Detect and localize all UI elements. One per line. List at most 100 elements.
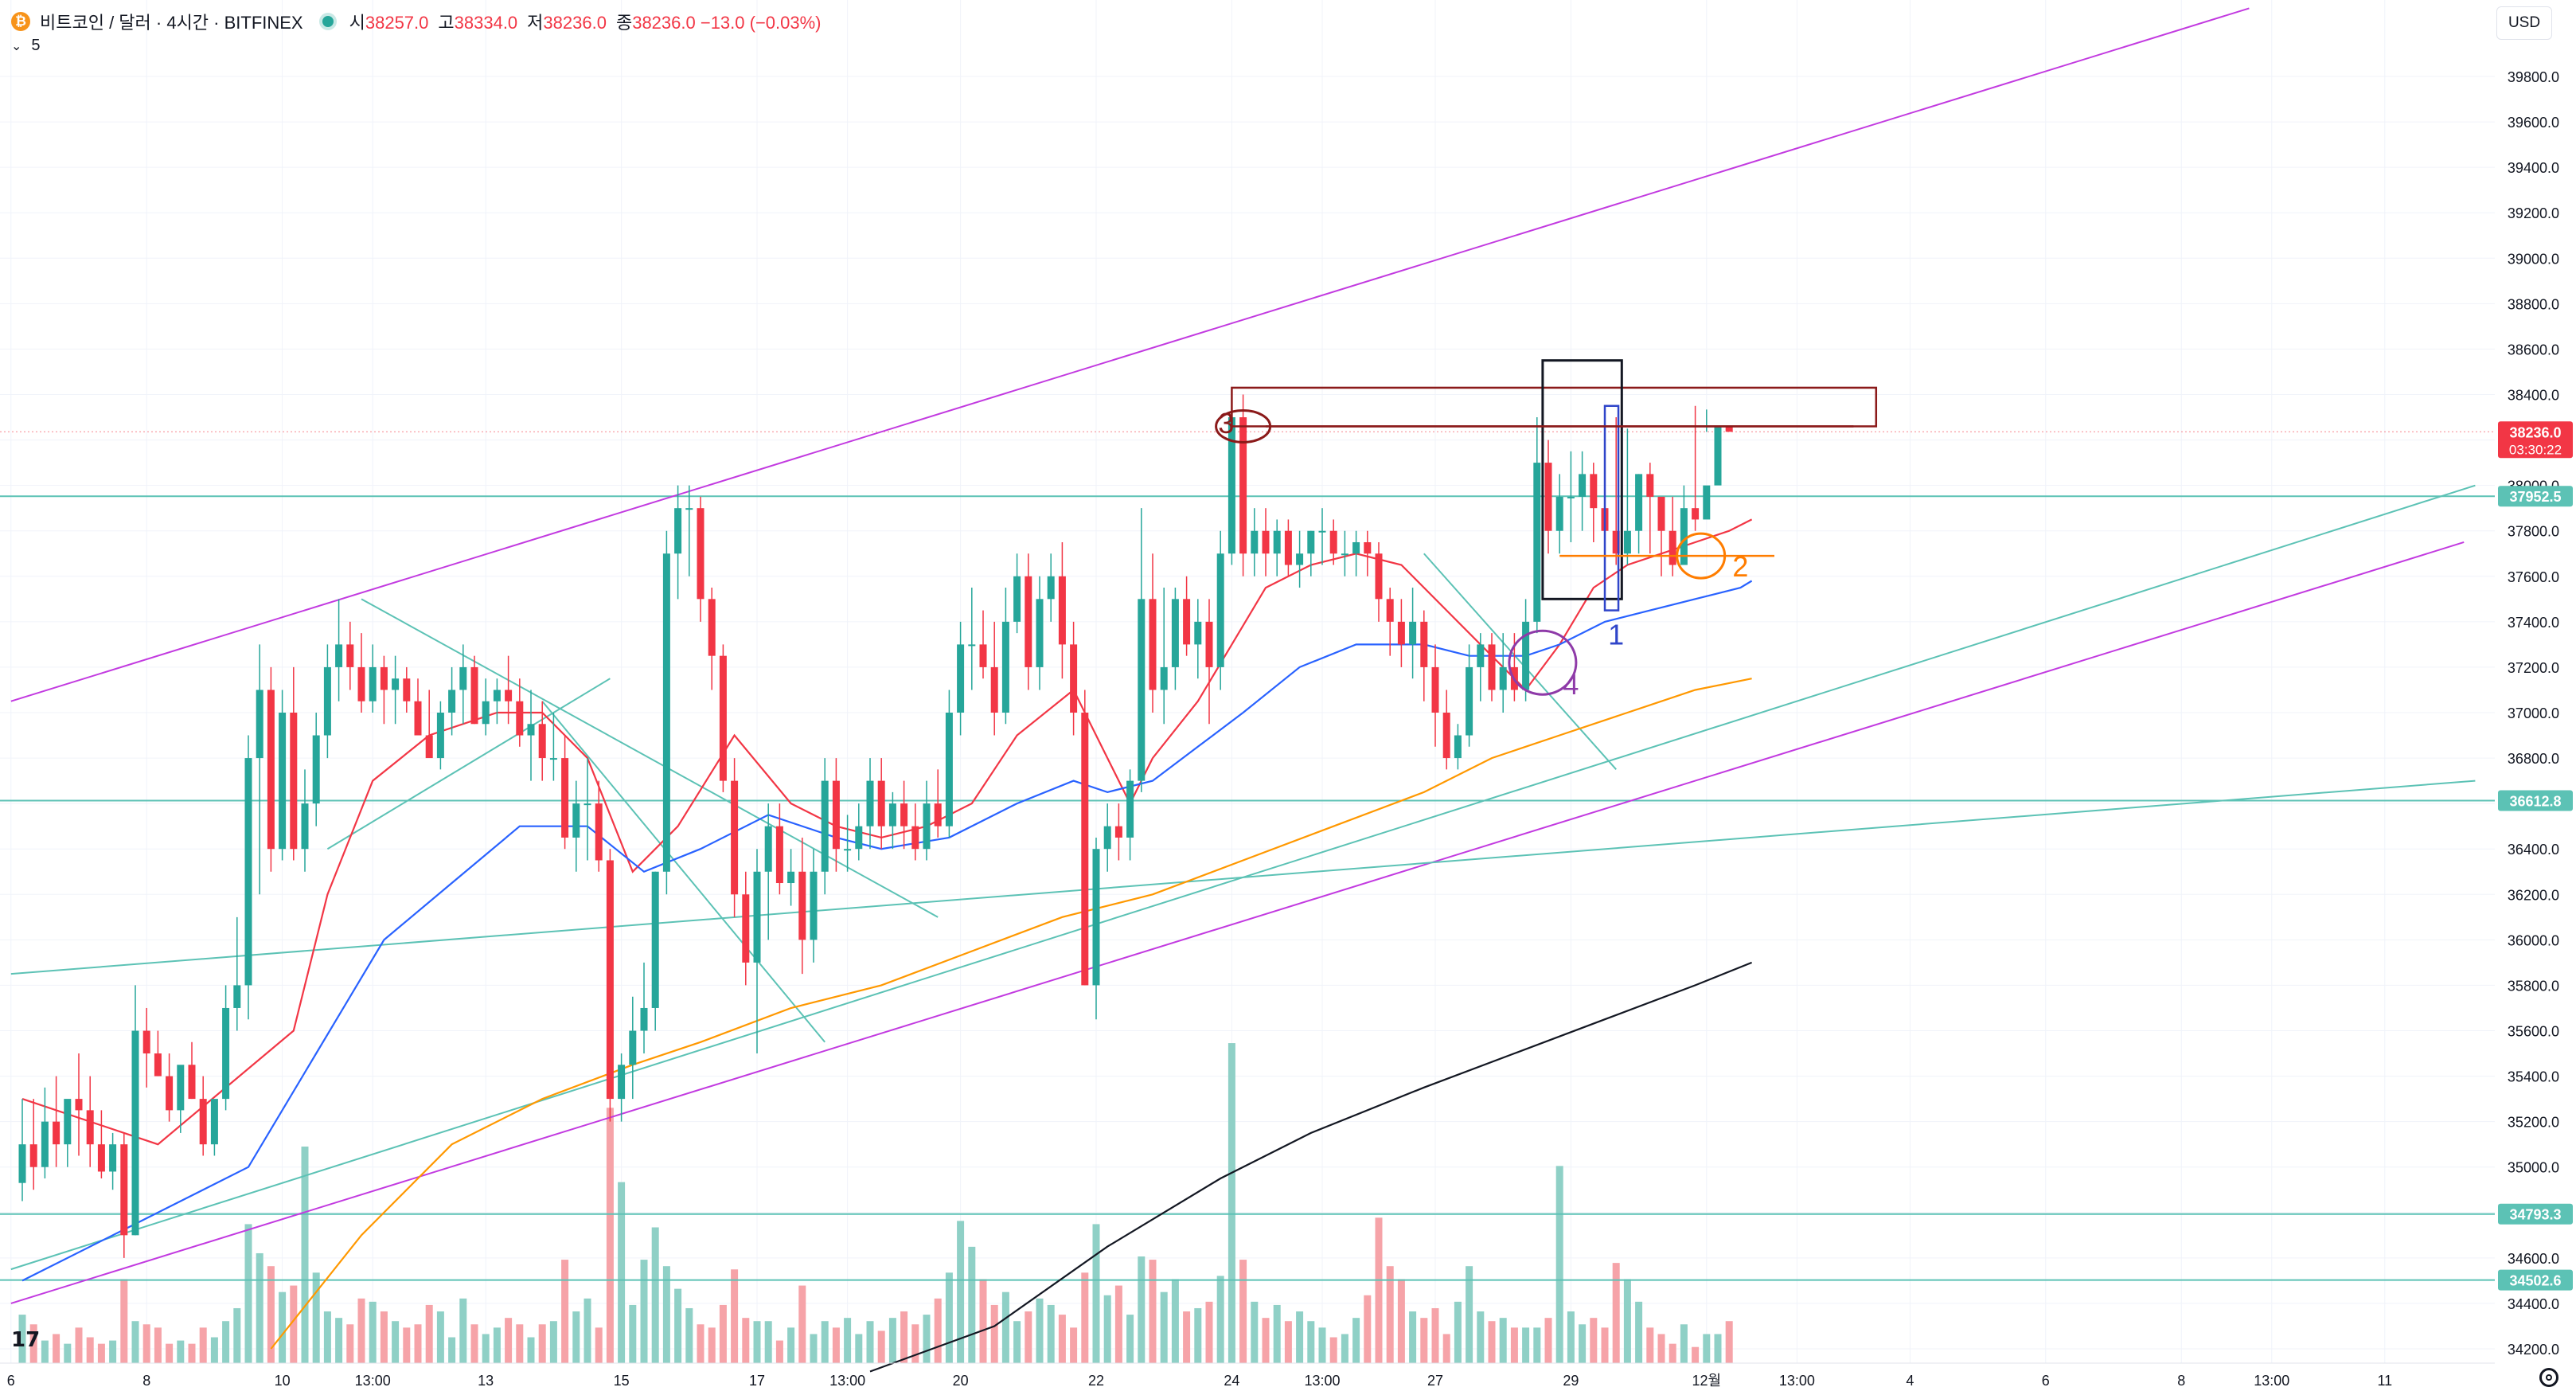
candle-body	[697, 508, 704, 600]
volume-bar	[1680, 1324, 1688, 1363]
candle-body	[346, 644, 354, 667]
volume-bar	[131, 1321, 139, 1363]
time-tick-label: 15	[614, 1373, 630, 1389]
candle-body	[244, 758, 252, 986]
volume-bar	[1001, 1291, 1009, 1363]
price-label-text: 36612.8	[2509, 793, 2561, 809]
bitcoin-icon: ₿	[11, 12, 30, 31]
volume-bar	[109, 1340, 117, 1363]
candle-body	[312, 735, 320, 804]
candle-body	[1544, 463, 1552, 531]
candle-body	[618, 1065, 626, 1100]
volume-bar	[233, 1307, 241, 1363]
volume-bar	[606, 1108, 614, 1363]
volume-bar	[301, 1146, 309, 1363]
candle-body	[1725, 427, 1733, 432]
candle-body	[1454, 735, 1462, 759]
time-tick-label: 4	[1906, 1373, 1914, 1389]
candle-body	[448, 690, 456, 713]
moving-average-layer	[21, 518, 1753, 1373]
trend-line	[326, 678, 611, 850]
price-axis-bg	[2495, 0, 2576, 1395]
trend-line	[361, 598, 939, 918]
annotation-number: 4	[1563, 668, 1579, 701]
volume-bar	[1092, 1224, 1100, 1363]
volume-bar	[731, 1269, 739, 1363]
candle-body	[188, 1065, 196, 1100]
volume-bar	[900, 1311, 908, 1363]
price-label-text: 34793.3	[2509, 1207, 2561, 1223]
high-value: 38334.0	[454, 13, 518, 33]
candle-body	[142, 1030, 150, 1054]
circle-annotation-orange	[1676, 532, 1727, 580]
candle-body	[1284, 530, 1292, 565]
volume-bar	[979, 1279, 987, 1363]
candle-body	[1318, 530, 1326, 533]
volume-bar	[888, 1318, 896, 1363]
candle-body	[323, 666, 331, 736]
candle-body	[1703, 485, 1711, 520]
countdown-label: 03:30:22	[2509, 442, 2562, 457]
volume-bar	[1499, 1318, 1507, 1363]
volume-bar	[629, 1304, 637, 1363]
volume-layer	[18, 1043, 1733, 1363]
candle-body	[990, 666, 998, 713]
candle-body	[538, 724, 546, 759]
candle-body	[764, 826, 772, 872]
candle-body	[1657, 496, 1665, 531]
candle-body	[640, 1007, 648, 1031]
volume-bar	[1183, 1311, 1191, 1363]
volume-bar	[436, 1311, 444, 1363]
volume-bar	[75, 1327, 83, 1363]
candle-body	[1058, 576, 1066, 645]
volume-bar	[1454, 1301, 1462, 1363]
price-label-box	[2498, 790, 2573, 811]
candle-body	[210, 1099, 218, 1145]
currency-button[interactable]: USD	[2496, 6, 2552, 40]
volume-bar	[1431, 1307, 1439, 1363]
symbol-title[interactable]: 비트코인 / 달러 · 4시간 · BITFINEX	[40, 13, 303, 33]
volume-bar	[595, 1327, 603, 1363]
symbol-legend[interactable]: ₿ 비트코인 / 달러 · 4시간 · BITFINEX 시38257.0 고3…	[11, 8, 822, 35]
candle-body	[1070, 644, 1078, 713]
volume-bar	[651, 1227, 659, 1363]
indicators-toggle[interactable]: ⌄ 5	[11, 37, 41, 55]
volume-bar	[572, 1311, 580, 1363]
volume-bar	[1103, 1295, 1111, 1363]
candle-body	[651, 871, 659, 1008]
volume-bar	[97, 1343, 105, 1363]
volume-bar	[1318, 1327, 1326, 1363]
price-label-box	[2498, 486, 2573, 507]
candle-body	[64, 1099, 72, 1145]
volume-bar	[1296, 1311, 1304, 1363]
volume-bar	[448, 1337, 456, 1363]
price-tick-label: 37400.0	[2508, 615, 2559, 631]
candle-body	[1692, 508, 1700, 520]
time-tick-label: 8	[2177, 1373, 2185, 1389]
volume-bar	[1466, 1266, 1473, 1363]
volume-bar	[1567, 1311, 1575, 1363]
time-tick-label: 13:00	[1304, 1373, 1340, 1389]
volume-bar	[1149, 1260, 1157, 1363]
candle-body	[798, 871, 806, 940]
candle-body	[1590, 474, 1598, 509]
candle-body	[1635, 474, 1643, 531]
volume-bar	[1171, 1279, 1179, 1363]
volume-bar	[346, 1324, 354, 1363]
price-tick-label: 37800.0	[2508, 524, 2559, 540]
tradingview-logo-icon[interactable]: 17	[11, 1328, 41, 1352]
volume-bar	[1635, 1301, 1643, 1363]
candle-body	[75, 1099, 83, 1111]
price-tick-label: 37600.0	[2508, 569, 2559, 585]
candle-body	[482, 701, 490, 725]
volume-bar	[188, 1343, 196, 1363]
candle-body	[1171, 599, 1179, 667]
volume-bar	[1352, 1318, 1360, 1363]
annotation-number: 2	[1732, 550, 1748, 583]
volume-bar	[1477, 1311, 1485, 1363]
price-label-box	[2498, 421, 2573, 459]
time-tick-label: 13:00	[829, 1373, 865, 1389]
settings-gear-icon[interactable]	[2539, 1368, 2558, 1387]
